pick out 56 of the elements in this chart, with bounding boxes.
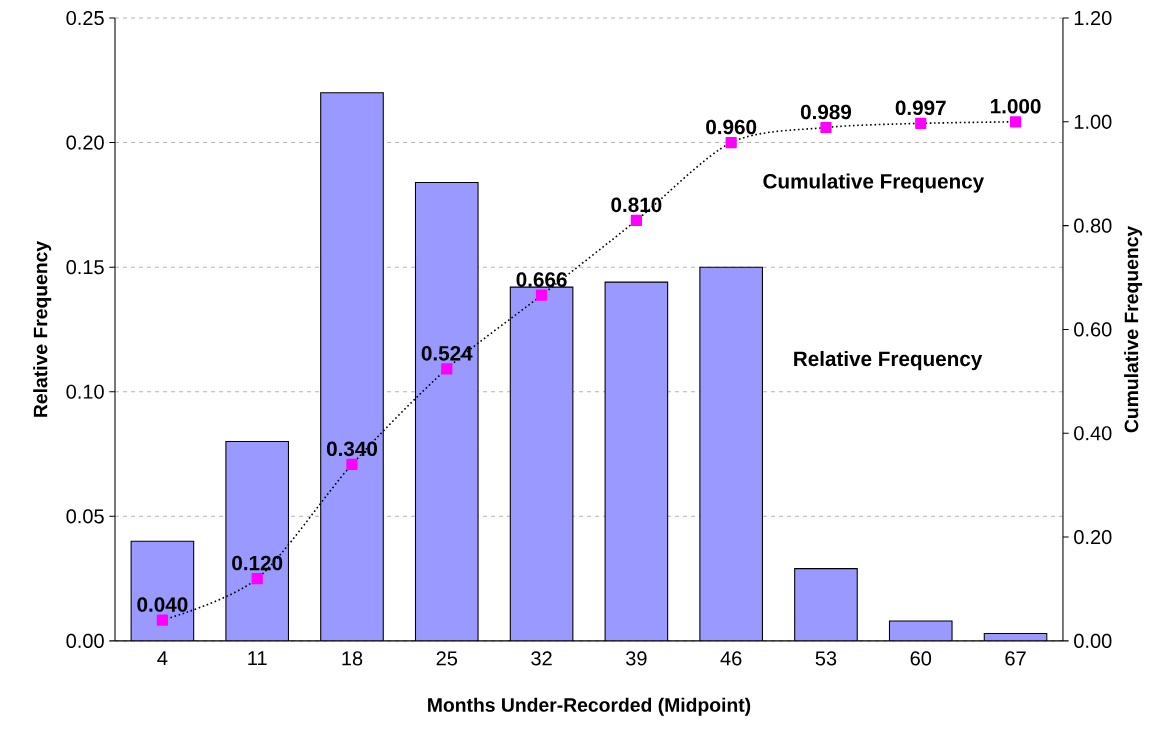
data-label: 0.040 [137,597,188,612]
point [346,458,358,471]
point [915,117,927,130]
point [725,137,737,149]
data-label: 1.000 [990,98,1041,114]
y2-tick-label: 1.00 [1074,114,1112,129]
data-label: 0.810 [611,197,662,213]
y2-tick-label: 0.60 [1074,322,1112,337]
series-label: Cumulative Frequency [763,173,985,193]
x-tick-label: 4 [157,651,168,666]
data-label: 0.340 [326,441,377,457]
y2-tick-label: 0.20 [1074,530,1112,545]
y2-axis-title: Cumulative Frequency [1124,225,1143,433]
y-tick-label: 0.15 [66,260,104,275]
y-tick-label: 0.25 [66,10,104,26]
bar [794,568,858,641]
point [535,289,548,301]
point [251,573,263,585]
x-tick-label: 67 [1005,651,1026,666]
x-tick-label: 25 [436,651,458,666]
y2-tick-label: 1.20 [1074,10,1112,26]
point [156,614,168,626]
bar [131,541,194,641]
point [820,121,832,134]
bar [415,182,479,641]
x-tick-label: 46 [720,651,742,666]
y-tick-label: 0.20 [66,135,104,150]
series-label: Relative Frequency [794,351,983,371]
data-label: 0.120 [232,555,283,571]
bar [510,287,573,641]
bar [699,267,763,641]
y2-tick-label: 0.40 [1074,426,1112,441]
x-tick-label: 60 [910,651,932,666]
data-label: 0.524 [421,346,473,361]
y-tick-label: 0.05 [66,509,104,524]
y-axis-title: Relative Frequency [33,240,52,417]
x-tick-label: 18 [342,651,363,666]
bar [605,282,668,641]
x-axis-title: Months Under-Recorded (Midpoint) [428,697,751,716]
data-label: 0.960 [706,119,757,135]
x-tick-label: 53 [815,651,837,666]
y-tick-label: 0.10 [66,384,104,399]
point [1009,116,1022,128]
data-label: 0.666 [516,272,567,287]
point [441,363,453,375]
bar [320,92,384,641]
y2-tick-label: 0.80 [1074,218,1112,233]
data-label: 0.989 [800,104,852,120]
y2-tick-label: 0.00 [1074,633,1112,649]
x-tick-label: 39 [626,651,647,666]
data-label: 0.997 [895,100,946,116]
x-tick-label: 11 [248,651,267,666]
point [630,214,642,227]
y-tick-label: 0.00 [66,633,104,649]
bar [225,441,289,641]
x-tick-label: 32 [531,651,552,666]
